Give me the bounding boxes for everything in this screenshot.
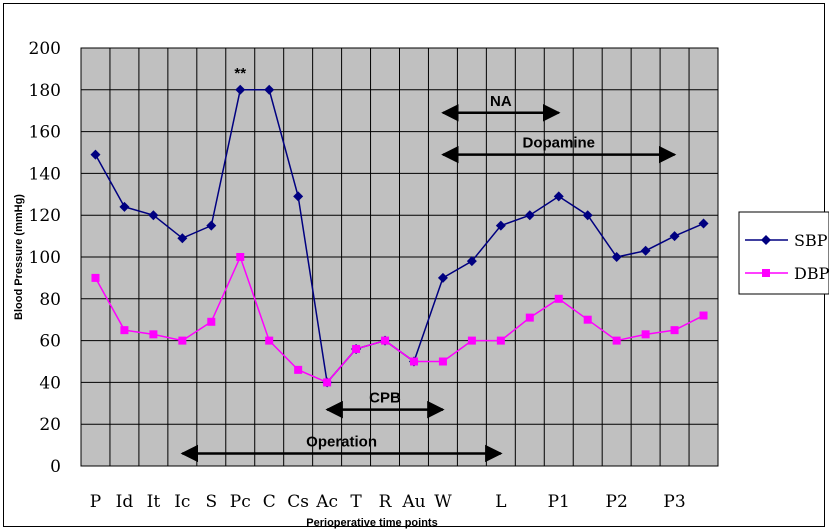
data-point-sbp: [466, 256, 477, 267]
y-tick-label: 20: [39, 415, 61, 435]
series: [90, 84, 709, 388]
data-point-dbp: [352, 344, 361, 353]
legend-label-sbp: SBP: [794, 231, 828, 250]
data-point-dbp: [670, 326, 679, 335]
data-point-dbp: [323, 378, 332, 387]
data-point-sbp: [119, 201, 130, 212]
data-point-sbp: [582, 210, 593, 221]
significance-label: **: [234, 65, 246, 82]
data-point-dbp: [525, 313, 534, 322]
data-point-dbp: [381, 336, 390, 345]
y-tick-label: 160: [29, 123, 61, 143]
y-tick-label: 200: [29, 39, 61, 59]
x-tick-label: P1: [548, 492, 570, 512]
y-tick-label: 180: [29, 81, 61, 101]
legend: SBP DBP: [738, 211, 829, 295]
range-label: Operation: [306, 433, 377, 450]
legend-marker-sbp: [761, 235, 771, 245]
data-point-dbp: [612, 336, 621, 345]
data-point-dbp: [467, 336, 476, 345]
data-point-sbp: [148, 210, 159, 221]
range-label: CPB: [369, 390, 401, 407]
data-point-dbp: [554, 294, 563, 303]
y-axis: 0 20 40 60 80 100 120 140 160 180 200: [29, 39, 61, 477]
data-point-sbp: [611, 252, 622, 262]
data-point-dbp: [265, 336, 274, 345]
x-tick-label: P2: [606, 492, 628, 512]
x-axis-label: Perioperative time points: [306, 517, 437, 529]
data-point-sbp: [669, 231, 680, 242]
x-tick-label: Id: [116, 492, 134, 512]
x-tick-label: R: [379, 492, 393, 512]
data-point-sbp: [293, 191, 304, 202]
data-point-sbp: [553, 191, 564, 202]
x-tick-label: S: [205, 492, 217, 512]
series-line-dbp: [94, 254, 704, 384]
data-point-sbp: [524, 210, 535, 221]
range-label: NA: [490, 93, 512, 110]
range-label: Dopamine: [522, 135, 595, 152]
x-tick-label: W: [434, 492, 452, 512]
data-point-dbp: [236, 253, 245, 261]
data-point-sbp: [495, 220, 506, 231]
y-tick-label: 140: [29, 164, 61, 184]
data-point-dbp: [207, 317, 216, 326]
legend-marker-dbp: [762, 269, 770, 277]
data-point-dbp: [178, 336, 187, 345]
data-point-dbp: [583, 315, 592, 324]
y-tick-label: 80: [39, 290, 61, 310]
legend-box: [738, 211, 829, 295]
data-point-dbp: [641, 330, 650, 339]
data-point-dbp: [120, 326, 129, 335]
data-point-dbp: [149, 330, 158, 339]
data-point-sbp: [437, 272, 448, 283]
x-tick-label: It: [147, 492, 161, 512]
x-tick-label: C: [263, 492, 276, 512]
data-point-sbp: [640, 245, 651, 256]
data-point-sbp: [206, 220, 217, 231]
x-tick-label: T: [350, 492, 362, 512]
data-point-dbp: [496, 336, 505, 345]
x-tick-label: P3: [663, 492, 685, 512]
data-point-dbp: [699, 311, 708, 320]
y-tick-label: 0: [50, 457, 61, 477]
data-point-sbp: [90, 149, 101, 160]
data-point-sbp: [235, 84, 246, 95]
y-tick-label: 120: [29, 206, 61, 226]
data-point-sbp: [264, 84, 275, 95]
legend-label-dbp: DBP: [794, 264, 829, 283]
x-tick-label: Cs: [287, 492, 309, 512]
y-tick-label: 60: [39, 332, 61, 352]
annotations: ** NA Dopamine CPB Operation: [180, 65, 677, 463]
x-tick-label: L: [495, 492, 506, 512]
data-point-dbp: [294, 365, 303, 374]
y-tick-label: 40: [39, 373, 61, 393]
data-point-sbp: [698, 218, 709, 229]
data-point-sbp: [177, 233, 188, 244]
y-tick-label: 100: [29, 248, 61, 268]
x-tick-label: Ic: [174, 492, 190, 512]
x-tick-label: Ac: [315, 492, 338, 512]
data-point-dbp: [91, 273, 100, 282]
x-axis: P Id It Ic S Pc C Cs Ac T R Au W L P1 P2 P3: [90, 492, 686, 512]
x-tick-label: Au: [401, 492, 425, 512]
data-point-dbp: [409, 357, 418, 366]
data-point-dbp: [438, 357, 447, 366]
x-tick-label: Pc: [230, 492, 251, 512]
y-axis-label: Blood Pressure (mmHg): [13, 194, 25, 320]
x-tick-label: P: [90, 492, 101, 512]
